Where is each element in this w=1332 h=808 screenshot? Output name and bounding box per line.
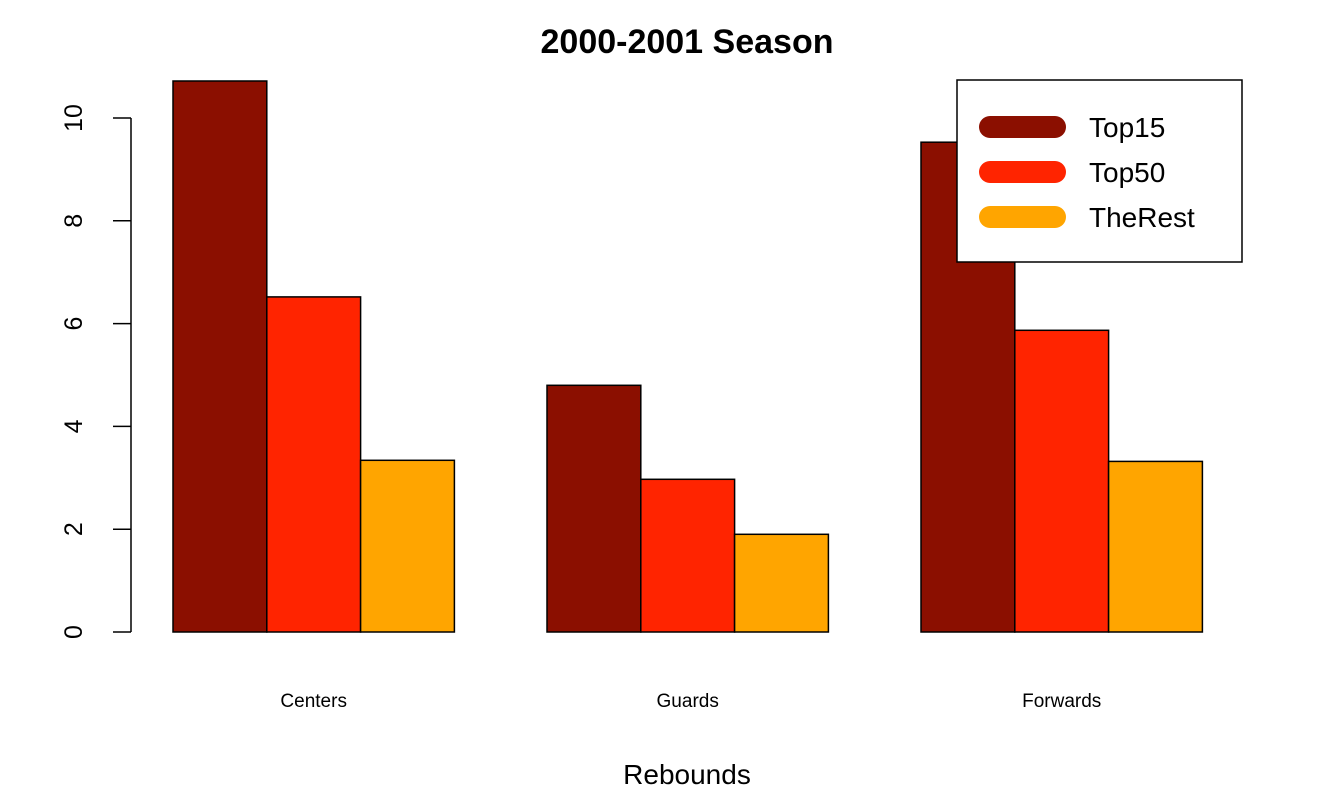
category-label-centers: Centers bbox=[280, 691, 347, 712]
bar-guards-top50 bbox=[640, 478, 736, 633]
chart-title: 2000-2001 Season bbox=[541, 23, 834, 61]
bar-forwards-therest bbox=[1107, 460, 1204, 633]
bar-forwards-top50 bbox=[1014, 329, 1110, 633]
bar-guards-top15 bbox=[546, 384, 642, 633]
x-axis-label: Rebounds bbox=[623, 759, 751, 790]
bar-centers-top15 bbox=[172, 80, 268, 633]
legend: Top15 Top50 TheRest bbox=[956, 79, 1243, 263]
legend-label-therest: TheRest bbox=[1089, 202, 1195, 233]
category-label-guards: Guards bbox=[657, 691, 719, 712]
legend-label-top50: Top50 bbox=[1089, 157, 1165, 188]
y-tick-label: 6 bbox=[60, 317, 88, 331]
bar-centers-therest bbox=[359, 459, 456, 633]
bar-guards-therest bbox=[733, 533, 830, 633]
x-axis-categories: Centers Guards Forwards bbox=[280, 691, 1101, 712]
y-axis: 0 2 4 6 8 10 bbox=[60, 104, 132, 639]
bars-group bbox=[172, 80, 1204, 633]
legend-label-top15: Top15 bbox=[1089, 112, 1165, 143]
y-tick-label: 4 bbox=[60, 419, 88, 433]
category-label-forwards: Forwards bbox=[1022, 691, 1101, 712]
y-tick-label: 0 bbox=[60, 625, 88, 639]
y-tick-label: 2 bbox=[60, 522, 88, 536]
y-tick-label: 10 bbox=[60, 104, 88, 132]
y-tick-label: 8 bbox=[60, 214, 88, 228]
bar-centers-top50 bbox=[266, 296, 362, 633]
